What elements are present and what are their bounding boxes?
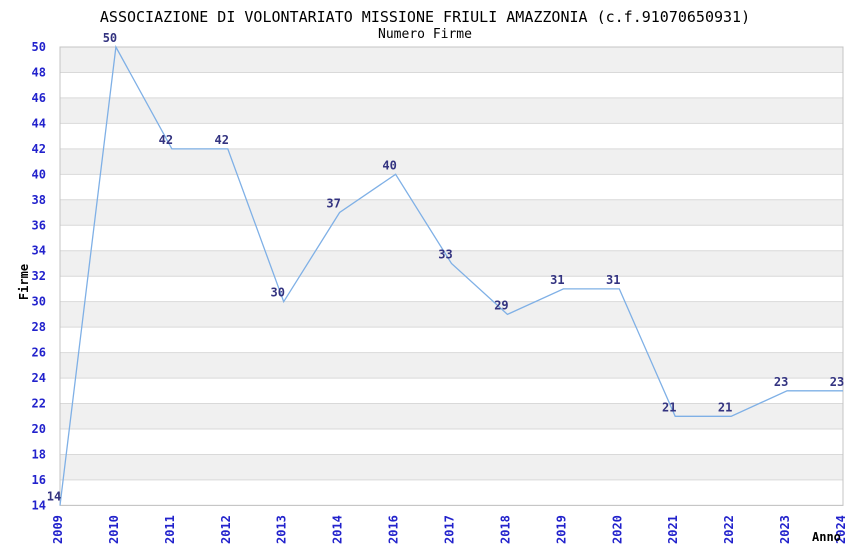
data-point-label: 50: [103, 31, 117, 45]
plot-band: [60, 174, 843, 200]
x-tick-label: 2017: [443, 515, 457, 544]
x-tick-label: 2014: [331, 515, 345, 544]
data-point-label: 31: [550, 273, 564, 287]
y-tick-label: 46: [32, 91, 46, 105]
y-tick-label: 24: [32, 371, 46, 385]
plot-band: [60, 301, 843, 328]
x-tick-label: 2020: [610, 515, 624, 544]
x-tick-label: 2022: [722, 515, 736, 544]
plot-band: [60, 199, 843, 226]
y-tick-label: 28: [32, 320, 46, 334]
y-tick-label: 32: [32, 269, 46, 283]
plot-border: [59, 46, 844, 506]
y-tick-label: 38: [32, 193, 46, 207]
y-tick-label: 34: [32, 244, 46, 258]
y-tick-label: 48: [32, 65, 46, 79]
y-tick-label: 40: [32, 167, 46, 181]
line-series: [59, 44, 843, 506]
data-point-label: 21: [662, 400, 676, 414]
data-point-label: 14: [47, 489, 61, 503]
y-tick-label: 44: [32, 116, 46, 130]
plot-band: [60, 276, 843, 302]
data-point-label: 23: [830, 375, 844, 389]
plot-band: [60, 378, 843, 404]
data-point-label: 30: [270, 286, 284, 300]
plot-band: [60, 225, 843, 251]
x-tick-label: 2010: [107, 515, 121, 544]
y-tick-label: 36: [32, 218, 46, 232]
y-tick-label: 20: [32, 422, 46, 436]
x-tick-label: 2023: [778, 515, 792, 544]
data-point-label: 31: [606, 273, 620, 287]
x-tick-label: 2024: [834, 515, 848, 544]
x-tick-label: 2009: [51, 515, 65, 544]
y-tick-label: 14: [32, 498, 46, 512]
data-point-label: 37: [326, 197, 340, 211]
x-axis-title: Anno: [812, 530, 841, 544]
y-tick-label: 16: [32, 473, 46, 487]
plot-band: [60, 47, 843, 73]
data-point-label: 21: [718, 400, 732, 414]
chart-title: ASSOCIAZIONE DI VOLONTARIATO MISSIONE FR…: [99, 8, 751, 26]
y-tick-label: 30: [32, 295, 46, 309]
data-point-label: 40: [382, 158, 396, 172]
data-point-label: 42: [215, 133, 229, 147]
data-point-label: 42: [159, 133, 173, 147]
x-tick-label: 2012: [219, 515, 233, 544]
plot-band: [60, 479, 843, 506]
plot-band: [60, 327, 843, 353]
plot-band: [60, 148, 843, 175]
y-tick-label: 18: [32, 447, 46, 461]
x-tick-label: 2011: [163, 515, 177, 544]
x-tick-label: 2018: [498, 515, 512, 544]
data-point-label: 33: [438, 247, 452, 261]
data-point-label: 23: [774, 375, 788, 389]
plot-band: [60, 352, 843, 379]
plot-band: [60, 123, 843, 149]
x-tick-label: 2016: [387, 515, 401, 544]
x-tick-label: 2019: [554, 515, 568, 544]
y-tick-label: 22: [32, 397, 46, 411]
data-point-label: 29: [494, 298, 508, 312]
x-tick-label: 2013: [275, 515, 289, 544]
plot-band: [60, 72, 843, 98]
y-tick-label: 50: [32, 40, 46, 54]
x-tick-label: 2021: [666, 515, 680, 544]
plot-band: [60, 97, 843, 124]
y-tick-label: 42: [32, 142, 46, 156]
plot-band: [60, 429, 843, 455]
y-tick-label: 26: [32, 346, 46, 360]
plot-band: [60, 454, 843, 480]
chart-subtitle: Numero Firme: [378, 27, 472, 42]
